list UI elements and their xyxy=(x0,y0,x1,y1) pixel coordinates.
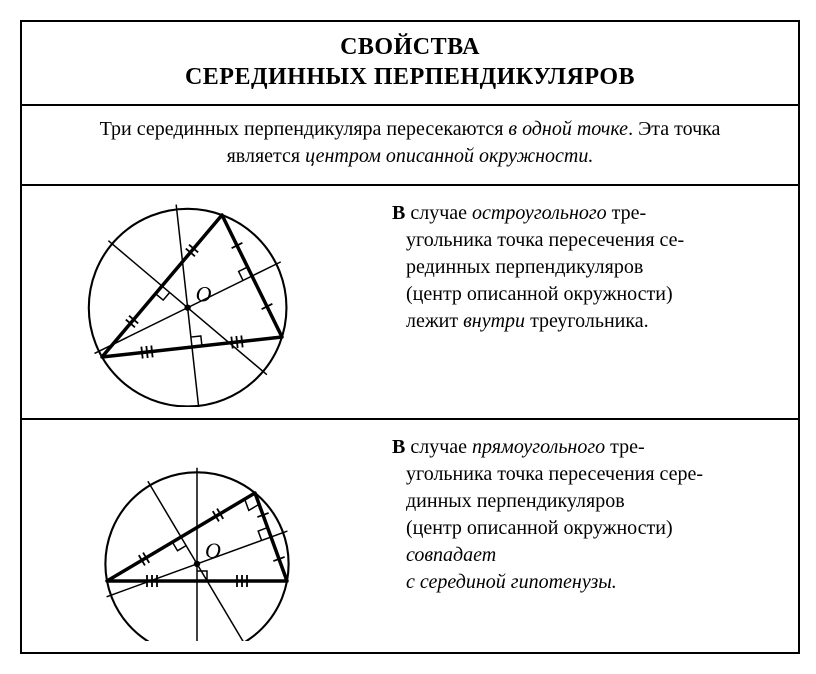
row-acute: O В случае остроугольного тре- угольника… xyxy=(22,186,798,420)
text-right: В случае прямоугольного тре- угольника т… xyxy=(382,420,798,652)
right-triangle-diagram: O xyxy=(87,431,317,641)
svg-text:O: O xyxy=(205,538,221,563)
svg-text:O: O xyxy=(196,282,212,307)
row-right: O В случае прямоугольного тре- угольника… xyxy=(22,420,798,652)
figure-acute: O xyxy=(22,186,382,418)
figure-right: O xyxy=(22,420,382,652)
acute-triangle-diagram: O xyxy=(87,197,317,407)
header-line1: СВОЙСТВА xyxy=(340,34,480,60)
intro-text: Три серединных перпендикуляра пересекают… xyxy=(22,106,798,186)
header-line2: СЕРЕДИННЫХ ПЕРПЕНДИКУЛЯРОВ xyxy=(185,64,635,90)
properties-table: СВОЙСТВА СЕРЕДИННЫХ ПЕРПЕНДИКУЛЯРОВ Три … xyxy=(20,20,800,654)
header: СВОЙСТВА СЕРЕДИННЫХ ПЕРПЕНДИКУЛЯРОВ xyxy=(22,22,798,106)
text-acute: В случае остроугольного тре- угольника т… xyxy=(382,186,798,418)
